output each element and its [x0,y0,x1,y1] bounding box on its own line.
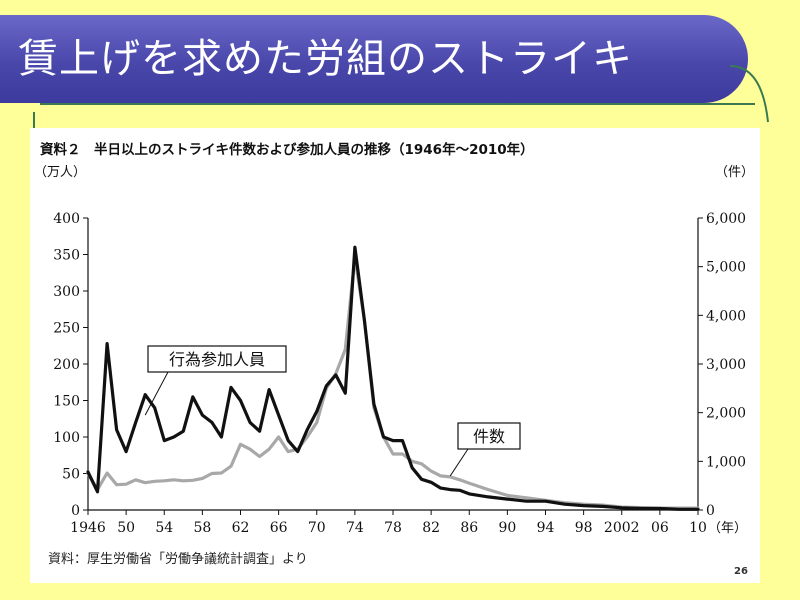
left-y-tick-label: 50 [62,467,80,483]
x-tick-label: 62 [232,520,250,536]
right-axis-unit: （件） [715,165,754,180]
x-tick-label: 10 [689,520,707,536]
left-y-tick-label: 200 [53,357,80,373]
page-number: 26 [734,566,748,577]
left-y-tick-label: 400 [53,211,80,227]
x-tick-label: 06 [651,520,669,536]
cases-series-line [86,255,700,510]
cases-label-leader [449,448,469,477]
right-y-tick-label: 4,000 [706,308,746,324]
participants-series-label: 行為参加人員 [169,350,265,369]
left-y-tick-label: 150 [53,394,80,410]
x-tick-label: 86 [460,520,478,536]
left-y-tick-label: 300 [53,284,80,300]
right-y-tick-label: 0 [706,503,715,519]
x-tick-label: 82 [422,520,440,536]
participants-series-line [86,245,700,511]
right-y-tick-label: 3,000 [706,357,746,373]
right-y-tick-label: 2,000 [706,406,746,422]
left-axis-unit: （万人） [34,165,86,180]
chart-panel: 資料２ 半日以上のストライキ件数および参加人員の推移（1946年〜2010年） … [30,128,760,583]
title-tick-mark [33,112,35,128]
x-tick-label: 54 [155,520,173,536]
right-y-tick-label: 6,000 [706,211,746,227]
cases-label-box [457,422,521,450]
left-y-tick-label: 0 [71,503,80,519]
x-tick-label: 90 [498,520,516,536]
participants-label-box [147,345,287,373]
left-y-tick-label: 350 [53,248,80,264]
participants-label-leader [144,371,169,416]
x-tick-label: 70 [308,520,326,536]
x-tick-label: 78 [384,520,402,536]
left-y-tick-label: 100 [53,430,80,446]
x-tick-label: 66 [270,520,288,536]
x-tick-label: 98 [575,520,593,536]
x-tick-label: 50 [117,520,135,536]
x-tick-label: 94 [537,520,555,536]
x-tick-label: 58 [193,520,211,536]
cases-series-label: 件数 [473,427,505,446]
strike-chart: 資料２ 半日以上のストライキ件数および参加人員の推移（1946年〜2010年） … [34,141,754,536]
title-banner: 賃上げを求めた労組のストライキ [0,15,748,103]
right-y-tick-label: 5,000 [706,260,746,276]
x-axis-unit: （年） [708,521,747,536]
slide-title: 賃上げを求めた労組のストライキ [18,36,633,82]
title-divider [40,103,755,105]
title-curve-decoration [729,65,769,123]
left-y-tick-label: 250 [53,321,80,337]
right-y-tick-label: 1,000 [706,454,746,470]
chart-title: 資料２ 半日以上のストライキ件数および参加人員の推移（1946年〜2010年） [40,141,534,158]
source-note: 資料：厚生労働省「労働争議統計調査」より [48,552,308,567]
x-tick-label: 74 [346,520,364,536]
x-tick-label: 1946 [70,520,106,536]
x-tick-label: 2002 [604,520,640,536]
